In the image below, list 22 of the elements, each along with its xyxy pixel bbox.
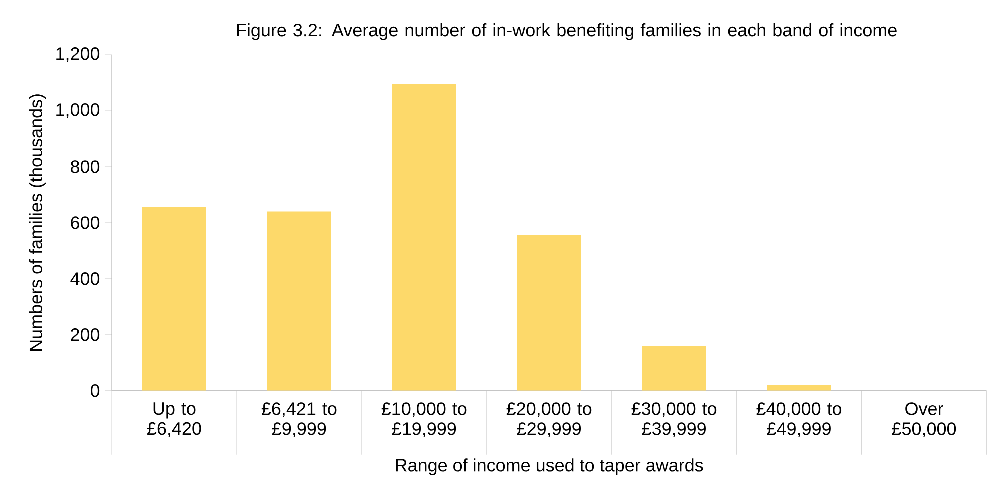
y-tick-label: 200 (71, 328, 100, 342)
bar (267, 212, 332, 391)
bar (392, 84, 456, 391)
y-tick-label: 1,200 (56, 48, 100, 62)
y-tick-label: 0 (90, 384, 100, 398)
y-tick-label: 800 (71, 160, 100, 174)
bar (142, 208, 206, 391)
y-axis-title: Numbers of families (thousands) (29, 94, 46, 352)
y-tick-label: 400 (70, 272, 100, 286)
x-tick-label: £20,000 to £29,999 (506, 402, 592, 438)
x-tick-label: £10,000 to £19,999 (382, 402, 467, 438)
y-tick-label: 1,000 (56, 104, 100, 118)
y-tick-label: 600 (71, 216, 100, 230)
x-axis-title: Range of income used to taper awards (396, 458, 704, 476)
bar (517, 236, 582, 391)
x-tick-label: £40,000 to £49,999 (756, 402, 842, 438)
x-tick-label: Over £50,000 (892, 402, 956, 438)
x-tick-label: £6,421 to £9,999 (262, 402, 337, 438)
chart-title: Figure 3.2: Average number of in-work benefiting families in each band of income (237, 24, 897, 40)
x-tick-label: Up to £6,420 (147, 402, 202, 438)
bar (642, 346, 706, 391)
x-tick-label: £30,000 to £39,999 (632, 402, 717, 438)
